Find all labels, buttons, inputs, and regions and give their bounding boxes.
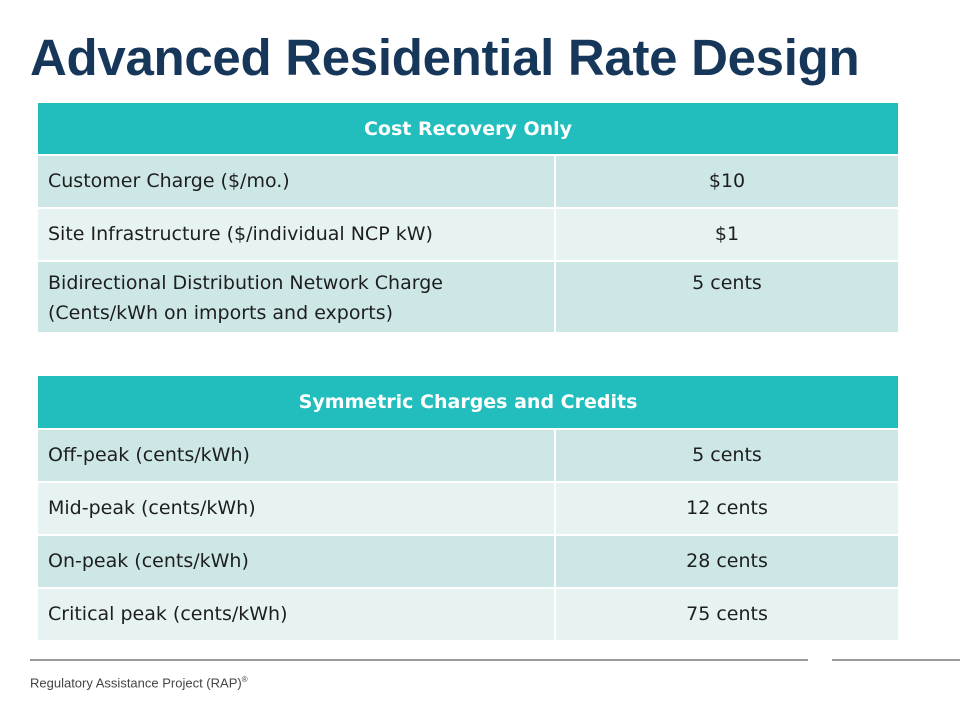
row-label: Bidirectional Distribution Network Charg… [38, 260, 556, 334]
table-row: On-peak (cents/kWh) 28 cents [38, 534, 899, 589]
table-row: Mid-peak (cents/kWh) 12 cents [38, 481, 899, 536]
symmetric-charges-table: Symmetric Charges and Credits Off-peak (… [38, 376, 899, 642]
table-row: Site Infrastructure ($/individual NCP kW… [38, 207, 898, 262]
footer-text: Regulatory Assistance Project (RAP) [30, 675, 242, 691]
footer-divider [832, 659, 960, 661]
row-label: Mid-peak (cents/kWh) [38, 481, 556, 536]
table-row: Critical peak (cents/kWh) 75 cents [38, 587, 899, 642]
table-row: Customer Charge ($/mo.) $10 [38, 154, 898, 209]
row-value: 12 cents [553, 481, 899, 536]
row-value: $10 [554, 154, 898, 209]
table-row: Bidirectional Distribution Network Charg… [38, 260, 898, 334]
footer-divider [30, 659, 808, 661]
row-label: Customer Charge ($/mo.) [38, 154, 556, 209]
table-row: Off-peak (cents/kWh) 5 cents [38, 428, 899, 483]
slide-title: Advanced Residential Rate Design [30, 29, 860, 86]
table-header: Symmetric Charges and Credits [38, 376, 899, 430]
row-value: 75 cents [553, 587, 899, 642]
row-value: $1 [554, 207, 898, 262]
row-label-line: Bidirectional Distribution Network Charg… [48, 272, 443, 294]
row-value: 5 cents [553, 428, 899, 483]
row-value: 5 cents [554, 260, 898, 334]
footer-credit: Regulatory Assistance Project (RAP)® [30, 675, 248, 690]
row-value: 28 cents [553, 534, 899, 589]
cost-recovery-table: Cost Recovery Only Customer Charge ($/mo… [38, 103, 898, 334]
row-label-line: (Cents/kWh on imports and exports) [48, 302, 394, 324]
table-header: Cost Recovery Only [38, 103, 898, 156]
row-label: Site Infrastructure ($/individual NCP kW… [38, 207, 556, 262]
row-label: On-peak (cents/kWh) [38, 534, 556, 589]
registered-mark: ® [241, 675, 248, 684]
row-label: Critical peak (cents/kWh) [38, 587, 556, 642]
row-label: Off-peak (cents/kWh) [38, 428, 556, 483]
